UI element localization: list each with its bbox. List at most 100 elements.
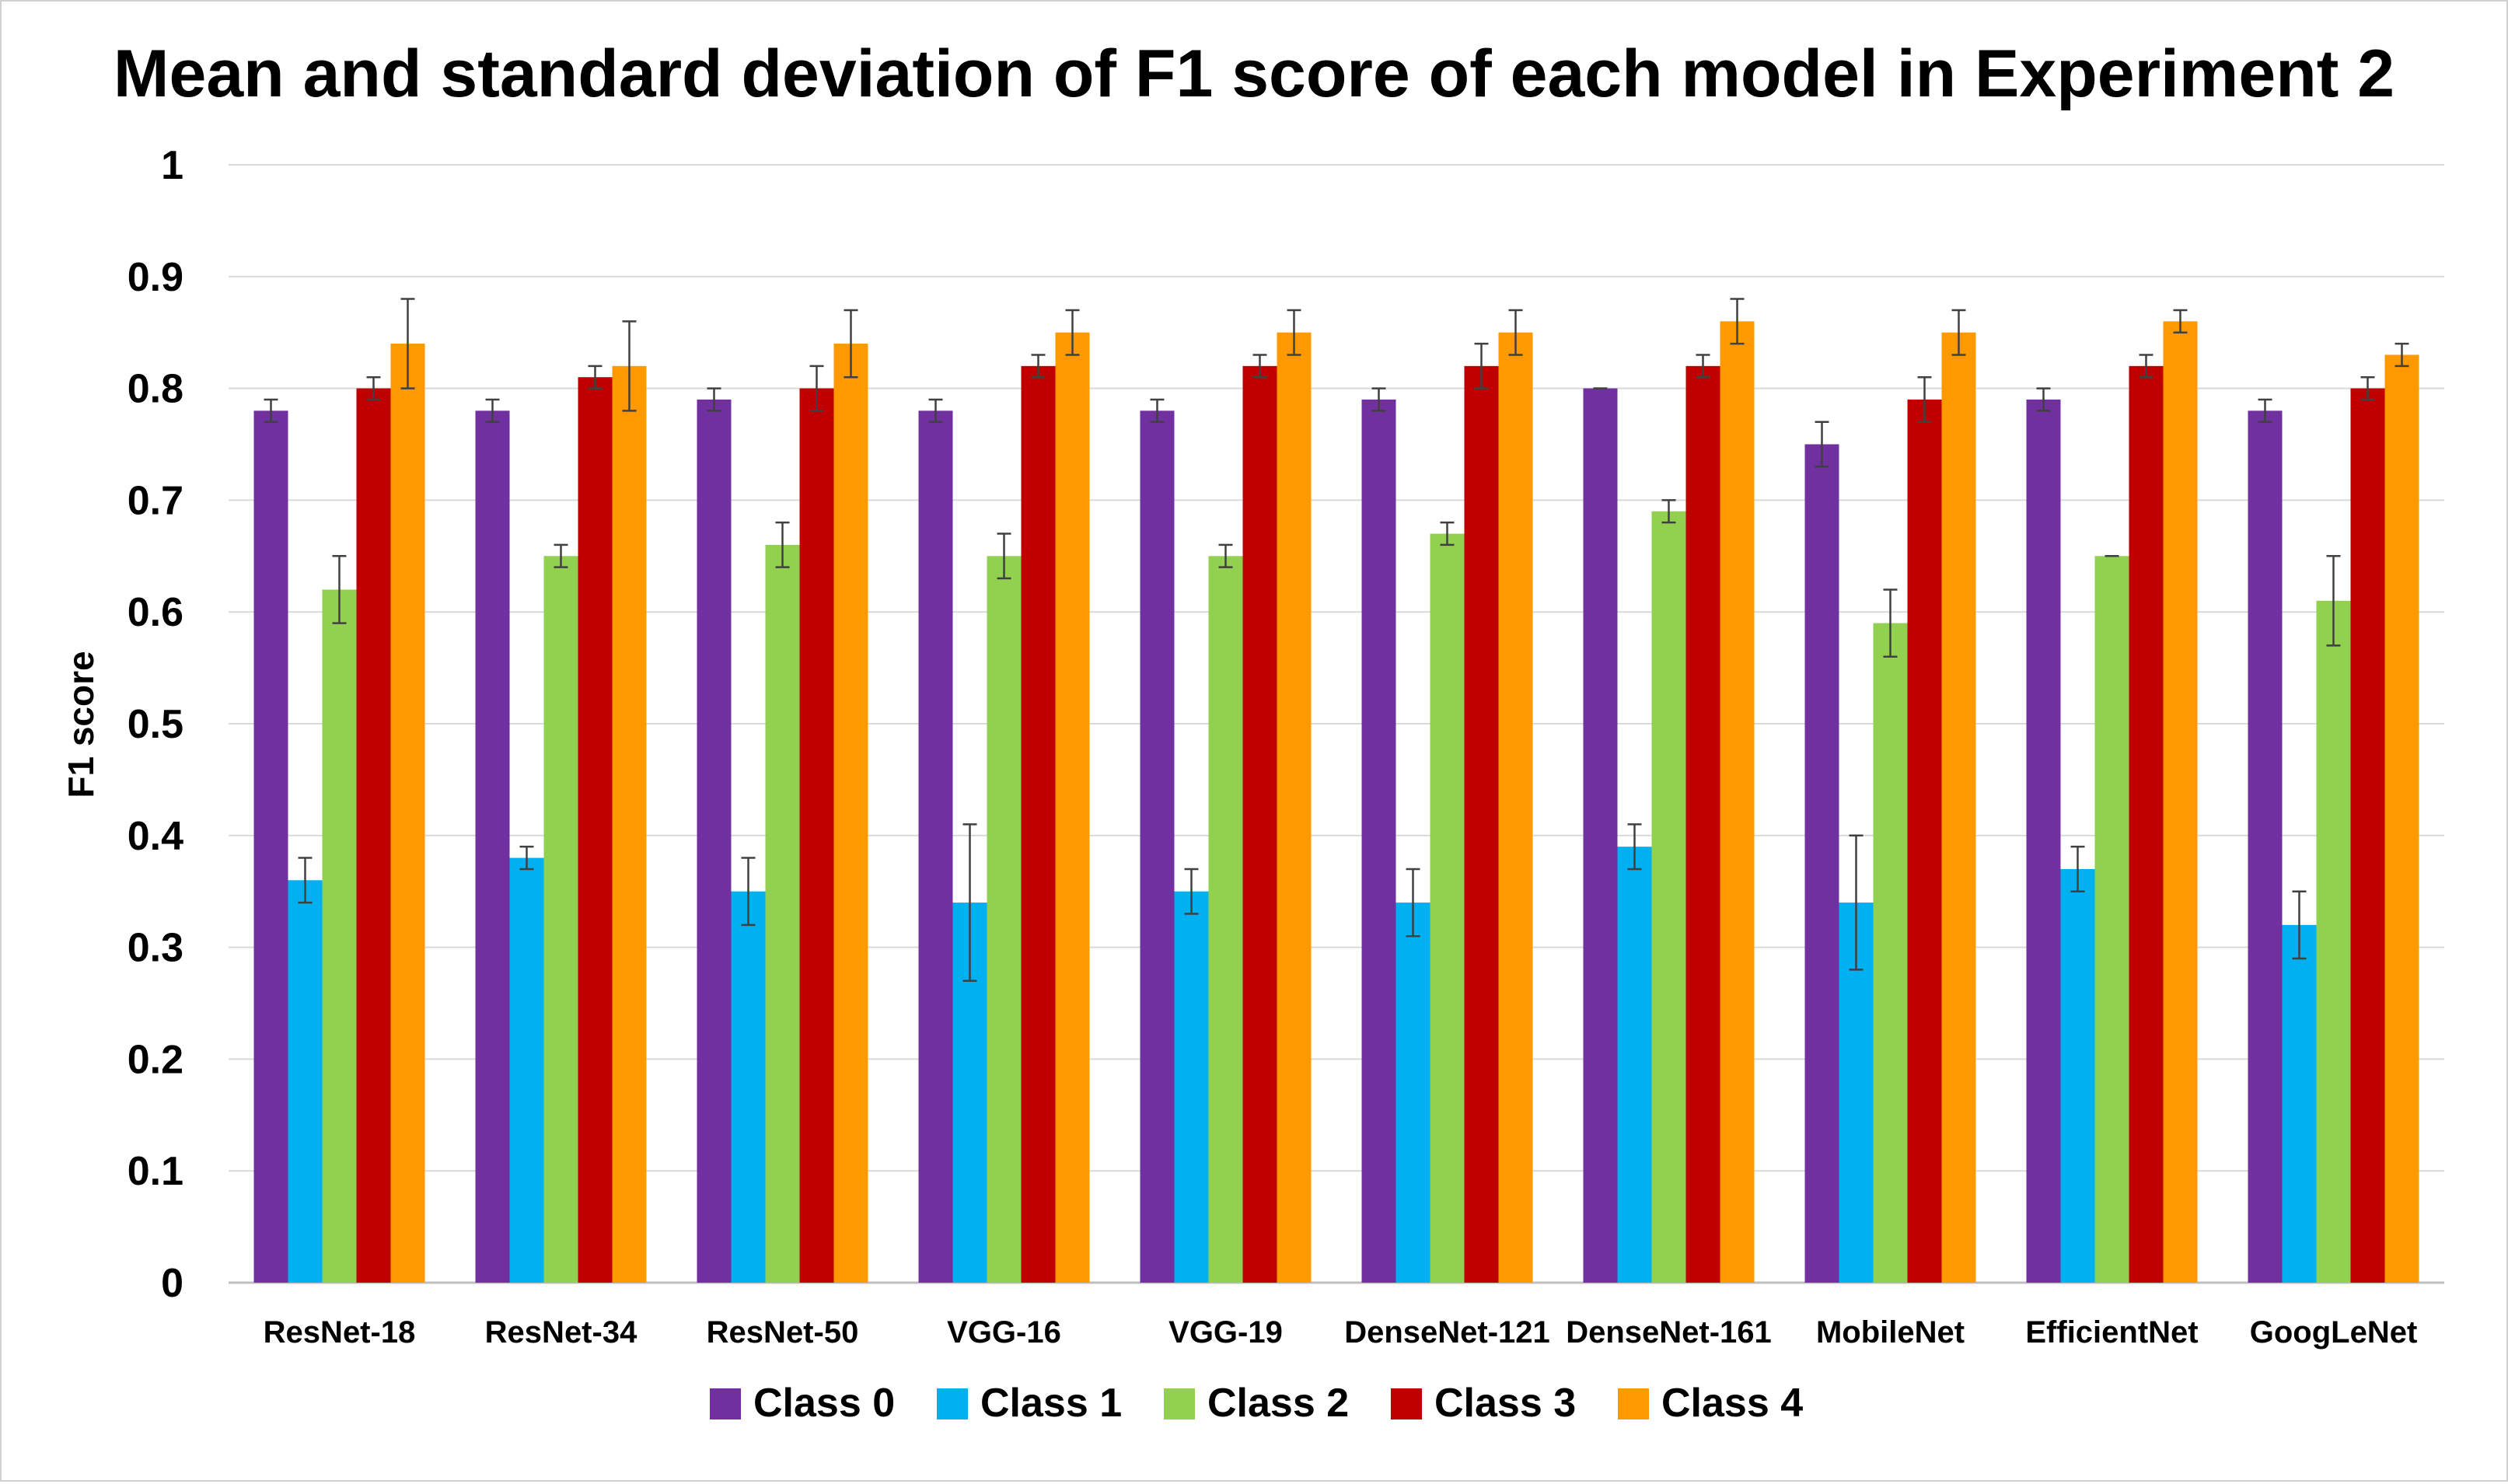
x-tick-label: ResNet-18 — [264, 1315, 416, 1350]
legend-label: Class 0 — [753, 1381, 895, 1426]
legend-label: Class 3 — [1434, 1381, 1576, 1426]
error-bar — [1474, 342, 1489, 389]
legend-item-class-4: Class 4 — [1618, 1381, 1803, 1426]
bar-class-2 — [1651, 511, 1686, 1283]
error-bar — [1031, 354, 1046, 379]
error-bar — [1440, 521, 1455, 546]
error-bar — [2173, 309, 2188, 333]
bar-class-1 — [509, 857, 544, 1283]
error-bar — [2394, 342, 2409, 368]
x-tick-label: DenseNet-121 — [1344, 1315, 1550, 1350]
y-tick-label: 0.3 — [127, 926, 183, 971]
bar-class-1 — [2060, 868, 2095, 1283]
error-bar — [588, 365, 603, 389]
x-tick-label: ResNet-50 — [707, 1315, 859, 1350]
legend: Class 0 Class 1 Class 2 Class 3 Class 4 — [710, 1381, 1803, 1426]
error-bar — [1730, 298, 1745, 345]
error-bar — [1627, 823, 1642, 871]
bar-class-3 — [799, 388, 834, 1283]
x-tick-label: VGG-19 — [1168, 1315, 1283, 1350]
bar-class-3 — [1464, 365, 1499, 1283]
error-bar — [928, 398, 943, 423]
legend-swatch — [1391, 1388, 1422, 1419]
bar-class-2 — [322, 589, 357, 1283]
y-tick-label: 0.8 — [127, 367, 183, 412]
bar-class-2 — [987, 556, 1022, 1283]
bar-class-2 — [765, 544, 800, 1283]
legend-item-class-1: Class 1 — [937, 1381, 1122, 1426]
error-bar — [2258, 398, 2272, 423]
error-bar — [366, 375, 381, 401]
error-bar — [844, 309, 858, 379]
x-tick-label: GoogLeNet — [2250, 1315, 2418, 1350]
error-bar — [2292, 890, 2307, 960]
error-bar — [554, 543, 568, 568]
y-tick-label: 0.1 — [127, 1149, 183, 1194]
legend-swatch — [937, 1388, 968, 1419]
error-bar — [519, 845, 534, 871]
bar-class-3 — [1242, 365, 1277, 1283]
error-bar — [1815, 421, 1829, 468]
error-bar — [809, 365, 824, 412]
error-bar — [962, 823, 977, 982]
legend-item-class-0: Class 0 — [710, 1381, 895, 1426]
bar-class-1 — [288, 880, 323, 1283]
bar-class-2 — [1873, 623, 1908, 1283]
bar-class-4 — [833, 344, 868, 1283]
error-bar — [1917, 375, 1932, 423]
y-tick-labels: 0 0.1 0.2 0.3 0.4 0.5 0.6 0.7 0.8 0.9 1 — [127, 143, 183, 1306]
bar-class-3 — [578, 377, 613, 1283]
bar-class-4 — [1277, 332, 1312, 1283]
bar-class-0 — [1583, 388, 1618, 1283]
bar-class-3 — [1685, 365, 1720, 1283]
legend-item-class-3: Class 3 — [1391, 1381, 1576, 1426]
bar-class-4 — [1055, 332, 1090, 1283]
x-tick-label: DenseNet-161 — [1566, 1315, 1772, 1350]
bar-class-2 — [1430, 533, 1465, 1283]
error-bar — [400, 298, 415, 389]
error-bar — [1065, 309, 1080, 356]
error-bar — [298, 857, 313, 904]
error-bar — [2036, 387, 2051, 412]
bar-class-1 — [731, 891, 766, 1283]
error-bar — [622, 320, 637, 412]
legend-swatch — [1164, 1388, 1195, 1419]
y-tick-label: 0.9 — [127, 255, 183, 300]
y-axis-label: F1 score — [61, 651, 101, 798]
bar-class-1 — [2282, 924, 2317, 1283]
bar-class-0 — [253, 410, 288, 1283]
error-bar — [1849, 834, 1864, 971]
error-bar — [1218, 543, 1233, 568]
error-bar — [264, 398, 278, 423]
y-tick-label: 0 — [161, 1261, 183, 1306]
error-bar — [2070, 845, 2085, 892]
bar-class-4 — [1941, 332, 1976, 1283]
legend-label: Class 1 — [980, 1381, 1122, 1426]
bar-class-4 — [1720, 321, 1755, 1283]
x-tick-label: VGG-16 — [947, 1315, 1061, 1350]
bar-class-0 — [2248, 410, 2283, 1283]
error-bar — [485, 398, 500, 423]
x-tick-label: EfficientNet — [2025, 1315, 2198, 1350]
y-tick-label: 1 — [161, 143, 183, 188]
bar-class-3 — [1907, 399, 1942, 1283]
error-bar — [1184, 868, 1199, 915]
error-bar — [741, 857, 756, 927]
bar-class-4 — [390, 344, 425, 1283]
error-bars — [264, 298, 2409, 982]
bar-class-2 — [2094, 556, 2129, 1283]
error-bar — [2360, 375, 2375, 401]
bar-class-2 — [2316, 600, 2351, 1283]
error-bar — [1508, 309, 1523, 356]
bar-class-0 — [1361, 399, 1396, 1283]
legend-swatch — [1618, 1388, 1649, 1419]
error-bar — [1252, 354, 1267, 379]
error-bar — [2326, 555, 2341, 647]
x-tick-label: MobileNet — [1816, 1315, 1965, 1350]
error-bar — [775, 521, 790, 568]
error-bar — [1951, 309, 1966, 356]
bar-class-3 — [1021, 365, 1056, 1283]
bar-class-0 — [475, 410, 510, 1283]
bar-class-3 — [2350, 388, 2385, 1283]
